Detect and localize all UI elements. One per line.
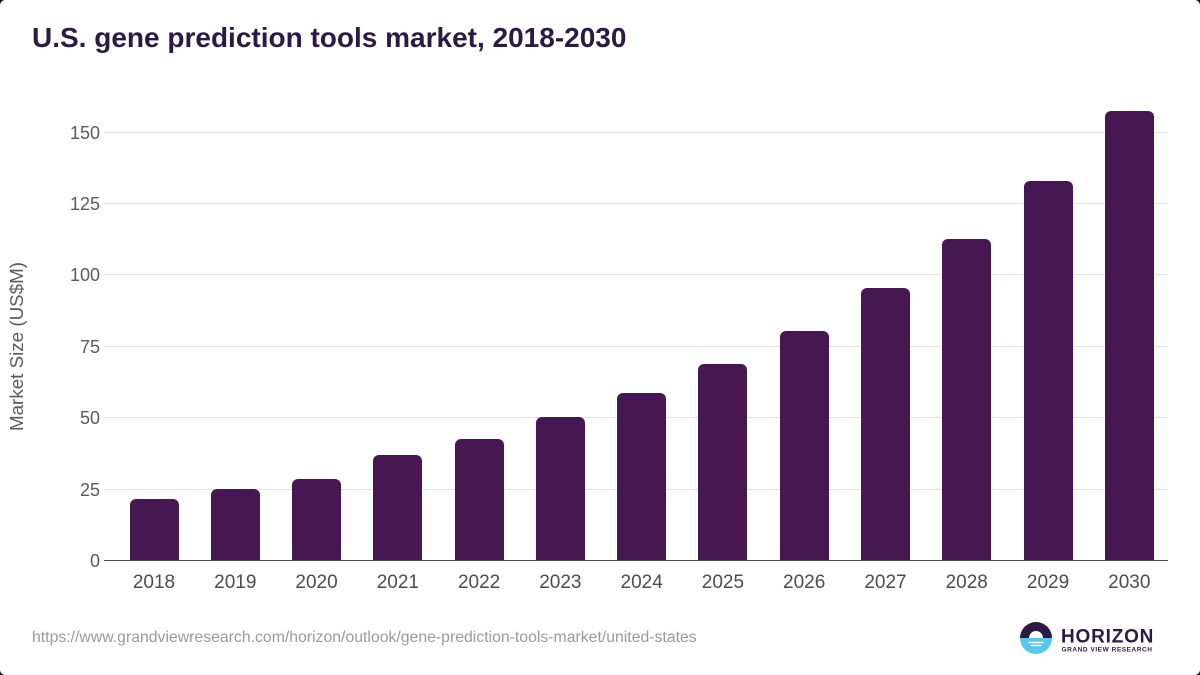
svg-text:HORIZON: HORIZON <box>1061 627 1154 648</box>
svg-text:GRAND VIEW RESEARCH: GRAND VIEW RESEARCH <box>1062 647 1153 654</box>
